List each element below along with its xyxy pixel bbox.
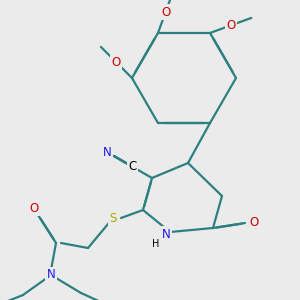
Text: O: O (112, 56, 121, 69)
Text: O: O (249, 217, 259, 230)
Text: O: O (226, 19, 235, 32)
Text: C: C (129, 160, 137, 173)
Text: N: N (162, 227, 170, 241)
Text: H: H (152, 239, 160, 249)
Text: O: O (29, 202, 39, 214)
Text: S: S (109, 212, 117, 224)
Text: O: O (161, 6, 170, 19)
Text: N: N (103, 146, 111, 158)
Text: N: N (46, 268, 56, 281)
